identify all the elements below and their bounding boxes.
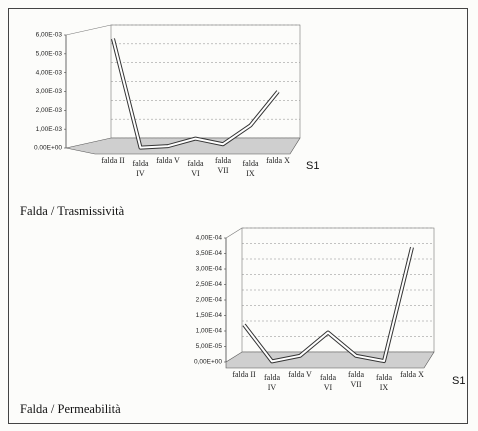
x-tick-label: falda V xyxy=(156,156,180,165)
y-tick-label: 3,50E-04 xyxy=(196,250,223,257)
line-ribbon xyxy=(112,38,279,149)
caption: Falda / Permeabilità xyxy=(20,402,121,416)
x-tick-label: falda VII xyxy=(215,156,231,175)
x-tick-label: falda V xyxy=(288,370,312,379)
legend-entry: S1 xyxy=(452,375,466,387)
floor xyxy=(225,351,435,369)
x-tick-label: falda VI xyxy=(187,159,204,178)
y-tick-label: 0.00E+00 xyxy=(34,145,62,152)
y-tick-label: 4,00E-04 xyxy=(196,235,223,242)
y-tick-label: 6,00E-03 xyxy=(36,32,63,39)
y-tick-label: 0,00E+00 xyxy=(194,359,222,366)
side-wall xyxy=(65,24,112,36)
x-tick-label: falda II xyxy=(101,156,125,165)
y-tick-label: 2,00E-04 xyxy=(196,297,223,304)
frame xyxy=(8,8,468,424)
y-tick-label: 3,00E-03 xyxy=(36,88,63,95)
legend-entry: S1 xyxy=(306,160,320,172)
line-series xyxy=(242,246,414,364)
line-ribbon xyxy=(243,247,413,363)
x-tick-label: falda IV xyxy=(264,373,280,392)
y-tick-label: 5,00E-05 xyxy=(196,343,223,350)
x-tick-label: falda VI xyxy=(320,373,336,392)
y-tick-label: 1,00E-04 xyxy=(196,328,223,335)
y-tick-label: 1,00E-03 xyxy=(36,126,63,133)
floor xyxy=(65,137,301,155)
y-tick-label: 3,00E-04 xyxy=(196,266,223,273)
y-tick-label: 1,50E-04 xyxy=(196,312,223,319)
y-tick-label: 5,00E-03 xyxy=(36,51,63,58)
caption: Falda / Trasmissività xyxy=(20,204,125,218)
x-tick-label: falda IV xyxy=(132,159,149,178)
x-tick-label: falda X xyxy=(266,156,290,165)
y-tick-label: 2,00E-03 xyxy=(36,107,63,114)
x-tick-label: falda II xyxy=(232,370,256,379)
side-wall xyxy=(225,227,243,239)
x-tick-label: falda X xyxy=(400,370,424,379)
line-series xyxy=(111,38,280,150)
x-tick-label: falda IX xyxy=(376,373,392,392)
y-tick-label: 4,00E-03 xyxy=(36,69,63,76)
y-tick-label: 2,50E-04 xyxy=(196,281,223,288)
x-tick-label: falda VII xyxy=(348,370,364,389)
x-tick-label: falda IX xyxy=(242,159,259,178)
